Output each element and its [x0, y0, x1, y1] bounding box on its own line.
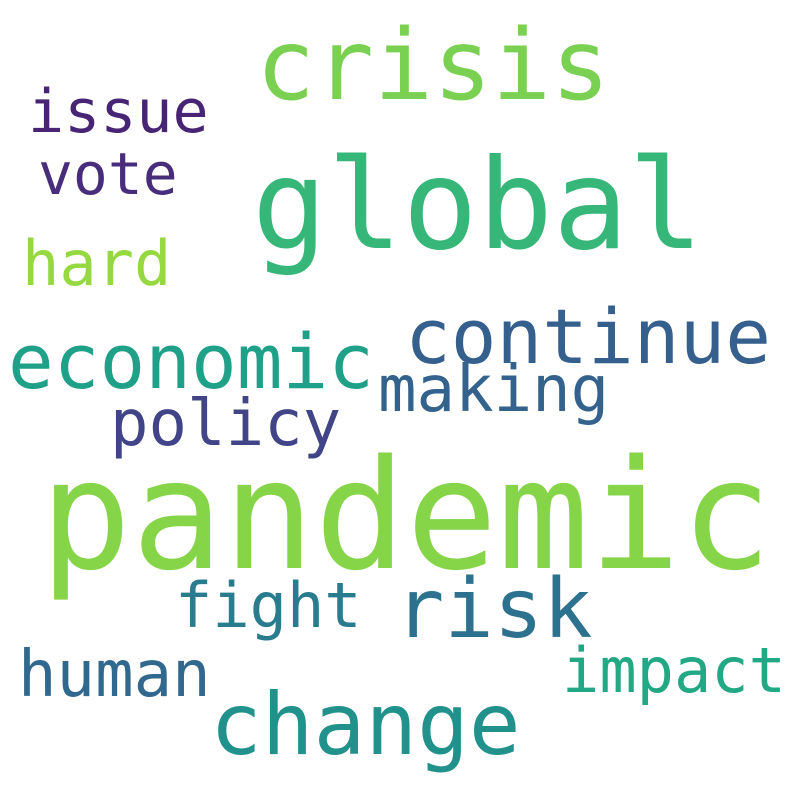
word-continue: continue: [405, 292, 772, 381]
word-crisis: crisis: [256, 9, 611, 123]
word-pandemic: pandemic: [40, 427, 773, 604]
word-risk: risk: [395, 562, 593, 657]
word-economic: economic: [8, 317, 375, 406]
word-change: change: [210, 675, 521, 775]
word-making: making: [378, 353, 610, 427]
word-impact: impact: [562, 634, 786, 707]
word-human: human: [18, 638, 211, 712]
word-issue: issue: [28, 77, 209, 147]
word-vote: vote: [38, 140, 178, 208]
word-policy: policy: [110, 387, 342, 461]
word-hard: hard: [22, 227, 172, 300]
word-fight: fight: [175, 569, 362, 642]
word-global: global: [252, 133, 704, 278]
